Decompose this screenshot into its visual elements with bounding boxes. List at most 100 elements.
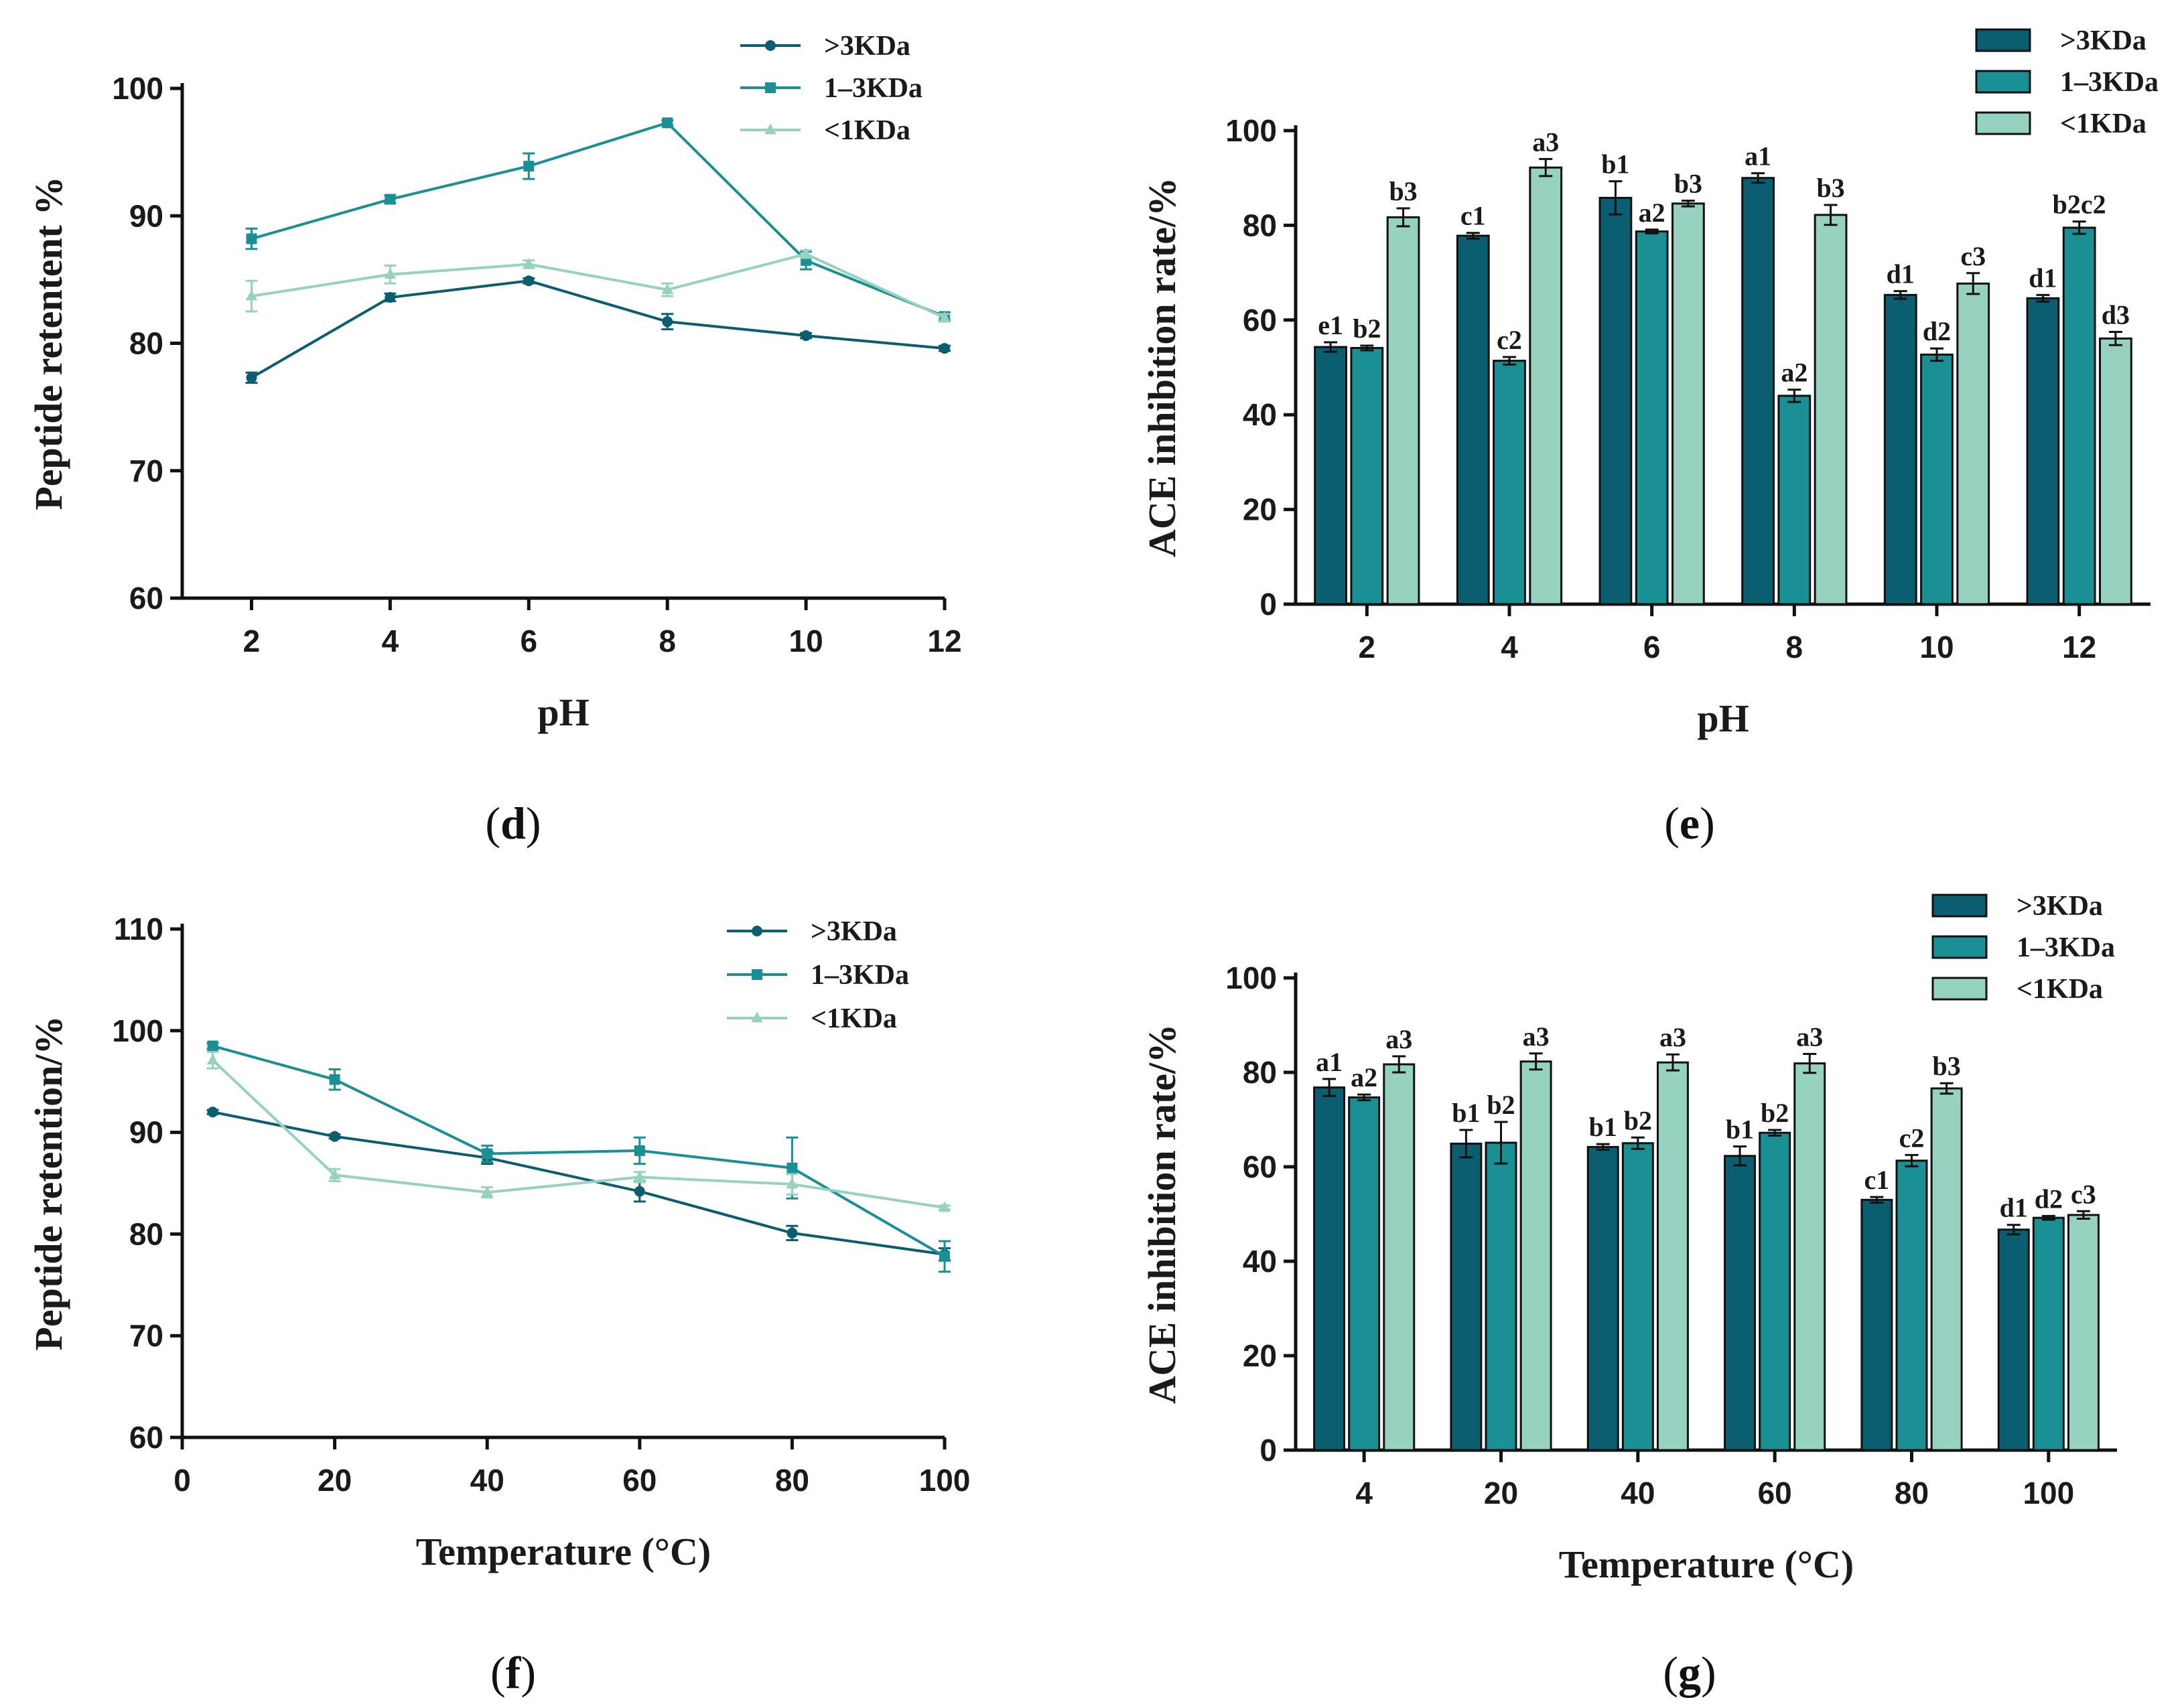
bar [2099, 337, 2132, 606]
bar [1348, 1096, 1381, 1451]
marker-triangle [939, 311, 951, 322]
y-tick-label: 80 [129, 1216, 163, 1251]
series-square [206, 1040, 951, 1273]
y-tick-label: 80 [129, 326, 163, 361]
bar [1313, 1086, 1346, 1451]
x-tick-label: 10 [1919, 630, 1954, 664]
y-axis-title: Peptide retention/% [27, 1016, 70, 1351]
marker-circle [765, 40, 776, 51]
bar [1621, 1142, 1654, 1451]
y-tick-label: 100 [112, 71, 163, 106]
x-axis-title: Temperature (°C) [416, 1530, 711, 1573]
significance-label: a2 [1351, 1062, 1377, 1092]
significance-label: b2 [1353, 313, 1381, 344]
marker-triangle [206, 1054, 219, 1065]
bar [1519, 1060, 1552, 1451]
marker-triangle [800, 247, 812, 259]
bar [1635, 230, 1669, 606]
panel-label-paren: ( [490, 1647, 506, 1698]
panel-label-paren: ( [485, 798, 500, 849]
bar [2062, 226, 2096, 606]
bar-series: e1 c1 b1 a1 d1 d1 [1314, 141, 2060, 606]
y-tick-label: 0 [1259, 1433, 1277, 1468]
significance-label: e1 [1318, 310, 1343, 340]
marker-square [523, 161, 535, 172]
significance-label: b3 [1816, 173, 1844, 203]
bar [1930, 1087, 1963, 1451]
x-tick-label: 60 [622, 1463, 657, 1498]
significance-label: b2 [1487, 1090, 1515, 1120]
x-tick-label: 80 [1895, 1476, 1929, 1510]
significance-label: c2 [1899, 1123, 1925, 1153]
panel-label-paren: ) [521, 1647, 536, 1698]
marker-circle [523, 275, 535, 287]
bar [1586, 1145, 1619, 1451]
legend: >3KDa 1–3KDa <1KDa [1931, 891, 2115, 1005]
x-tick-label: 10 [789, 624, 823, 658]
significance-label: a3 [1523, 1021, 1550, 1052]
bar [2032, 1216, 2065, 1451]
bar [2026, 297, 2060, 606]
significance-label: a3 [1796, 1022, 1823, 1052]
series-line [212, 1044, 946, 1258]
panel-f-line-chart: 60 70 80 90 100 110 Peptide retention/% Tempera… [27, 912, 970, 1698]
marker-triangle [384, 268, 397, 279]
x-tick-label: 12 [927, 624, 961, 658]
bar [1895, 1159, 1928, 1451]
y-tick-label: 40 [1243, 397, 1277, 432]
x-tick-label: 4 [1355, 1476, 1373, 1510]
significance-label: b3 [1932, 1051, 1960, 1081]
panel-label-paren: ) [1701, 1647, 1716, 1698]
series-triangle [245, 247, 951, 323]
significance-label: b2 [1624, 1105, 1652, 1135]
marker-triangle [245, 289, 258, 301]
bar [1883, 293, 1917, 606]
x-tick-label: 60 [1758, 1476, 1792, 1510]
marker-circle [662, 316, 673, 328]
bar [1920, 353, 1954, 606]
marker-triangle [751, 1011, 763, 1023]
bar [1814, 214, 1848, 606]
bar-series: a3 a3 a3 a3 b3 c3 [1383, 1021, 2100, 1451]
significance-label: a1 [1316, 1047, 1343, 1077]
legend-label: 1–3KDa [2060, 67, 2159, 98]
marker-square [787, 1162, 798, 1173]
significance-label: b1 [1452, 1098, 1480, 1128]
legend-label: >3KDa [824, 31, 910, 62]
y-axis-title: ACE inhibition rate/% [1140, 177, 1184, 557]
y-tick-label: 80 [1243, 208, 1277, 242]
legend-label: 1–3KDa [811, 960, 909, 991]
bar [1456, 234, 1490, 606]
legend-swatch [1975, 111, 2031, 135]
significance-label: a3 [1659, 1022, 1686, 1052]
marker-triangle [523, 257, 535, 269]
x-tick-label: 6 [520, 624, 537, 658]
bar [1671, 202, 1705, 606]
bar [1314, 346, 1347, 606]
panel-e-bar-chart: 0 20 40 60 80 100 ACE inhibition rate/% pH 2 4 6 8 1… [1140, 25, 2159, 849]
significance-label: a1 [1745, 141, 1771, 171]
marker-square [939, 1251, 950, 1262]
x-tick-label: 8 [659, 624, 676, 658]
marker-triangle [764, 123, 776, 135]
marker-square [662, 117, 673, 129]
series-square [245, 117, 951, 322]
significance-label: c3 [1960, 241, 1986, 271]
x-tick-label: 4 [1501, 630, 1518, 664]
legend-label: 1–3KDa [2017, 932, 2115, 963]
marker-square [207, 1040, 218, 1052]
marker-circle [385, 292, 396, 303]
x-tick-label: 40 [470, 1463, 504, 1498]
significance-label: d1 [2029, 263, 2057, 293]
marker-triangle [786, 1178, 799, 1189]
significance-label: a2 [1639, 198, 1665, 228]
marker-square [482, 1148, 493, 1159]
marker-square [634, 1145, 645, 1156]
marker-circle [801, 330, 812, 342]
panel-label: (d) [485, 798, 541, 849]
significance-label: b2c2 [2053, 190, 2106, 220]
panel-label-letter: d [500, 798, 526, 849]
panel-label-letter: f [506, 1647, 522, 1698]
